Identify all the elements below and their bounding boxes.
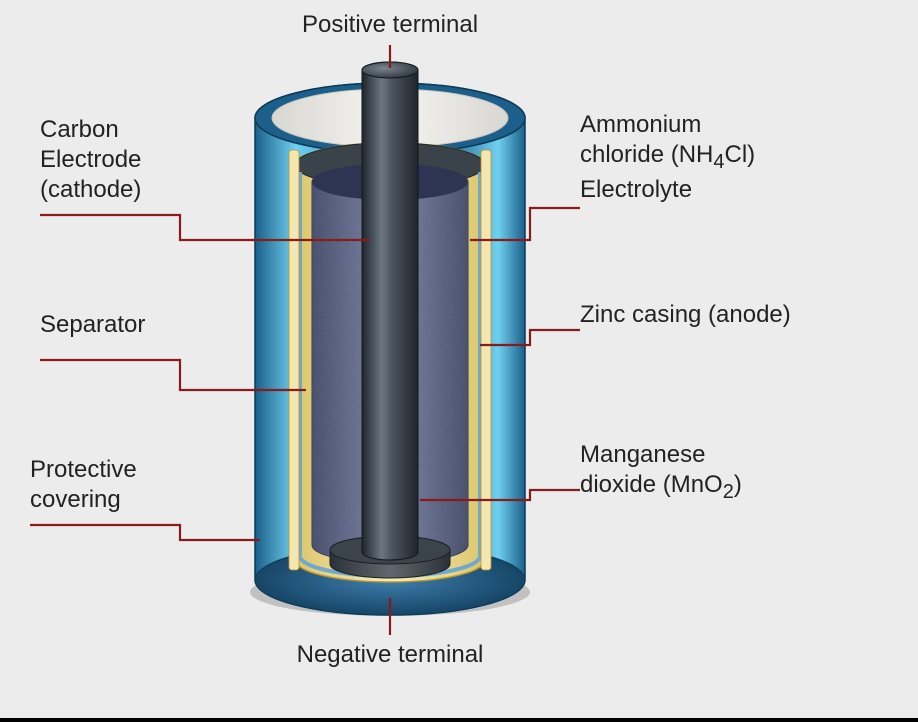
diagram-container: Positive terminal Carbon Electrode (cath… [0, 0, 918, 722]
bottom-border [0, 718, 918, 722]
text: Electrode [40, 146, 141, 173]
label-manganese-dioxide: Manganese dioxide (MnO2) [580, 440, 742, 505]
text: Cl) [725, 141, 756, 168]
subscript: 2 [723, 481, 734, 503]
text: covering [30, 486, 121, 513]
label-negative-terminal: Negative terminal [297, 640, 484, 670]
text: (cathode) [40, 176, 141, 203]
battery-diagram [0, 0, 918, 722]
text: chloride (NH [580, 141, 713, 168]
label-zinc-casing: Zinc casing (anode) [580, 300, 791, 330]
carbon-rod [362, 62, 418, 560]
text: Carbon [40, 116, 119, 143]
label-protective-covering: Protective covering [30, 455, 137, 515]
text: Electrolyte [580, 176, 692, 203]
text: dioxide (MnO [580, 471, 723, 498]
leader-protective [30, 525, 260, 540]
text: Protective [30, 456, 137, 483]
text: Manganese [580, 441, 705, 468]
subscript: 4 [713, 151, 724, 173]
label-positive-terminal: Positive terminal [302, 10, 478, 40]
label-carbon-electrode: Carbon Electrode (cathode) [40, 115, 141, 205]
text: Negative terminal [297, 641, 484, 668]
label-separator: Separator [40, 310, 145, 340]
text: ) [734, 471, 742, 498]
text: Ammonium [580, 111, 701, 138]
label-ammonium-chloride: Ammonium chloride (NH4Cl) Electrolyte [580, 110, 755, 205]
